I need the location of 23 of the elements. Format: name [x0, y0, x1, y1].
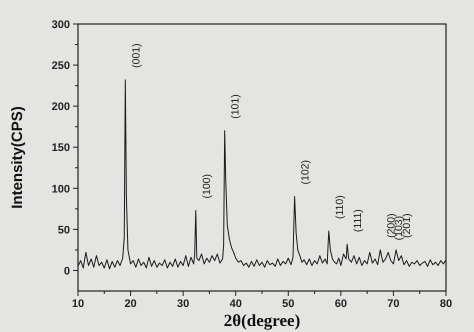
- x-tick-label: 50: [282, 298, 294, 310]
- x-tick-label: 10: [72, 298, 84, 310]
- y-tick-label: 0: [64, 265, 70, 278]
- x-tick-label: 40: [230, 298, 242, 310]
- y-axis-title: Intensity(CPS): [9, 106, 26, 209]
- y-tick-label: 100: [52, 183, 70, 196]
- annotation: (111): [352, 209, 364, 232]
- annotation: (100): [200, 174, 213, 198]
- x-tick-label: 60: [334, 298, 347, 310]
- x-axis-title: 2θ(degree): [224, 311, 300, 330]
- annotation: (102): [300, 160, 312, 185]
- x-tick-label: 30: [177, 298, 190, 310]
- annotation: (101): [230, 94, 242, 119]
- y-tick-label: 300: [52, 19, 70, 31]
- x-tick-label: 20: [124, 298, 137, 310]
- y-tick-label: 50: [58, 224, 70, 236]
- annotation: (110): [334, 195, 346, 220]
- y-tick-label: 250: [52, 60, 70, 72]
- x-tick-label: 70: [387, 298, 400, 310]
- y-tick-label: 200: [52, 101, 70, 114]
- x-tick-label: 80: [440, 298, 452, 310]
- annotation: (001): [130, 43, 142, 68]
- y-tick-label: 150: [52, 142, 70, 154]
